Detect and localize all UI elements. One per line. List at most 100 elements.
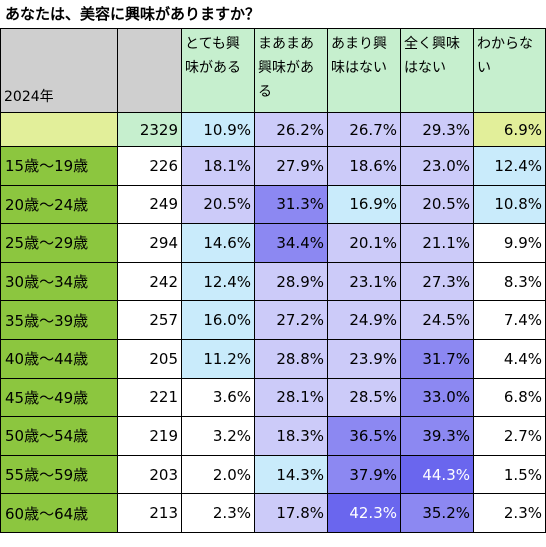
percent-cell: 27.3% <box>400 261 474 302</box>
header-n-cell <box>117 28 182 113</box>
chart-title: あなたは、美容に興味がありますか？ <box>5 5 261 23</box>
column-header-2: まあまあ 興味がある <box>254 28 328 113</box>
percent-cell: 23.1% <box>327 261 401 302</box>
column-header-line: 全く興味 <box>404 36 460 52</box>
percent-cell: 6.8% <box>473 377 546 418</box>
sample-size-cell: 219 <box>117 416 182 456</box>
age-row: 25歳～29歳 294 14.6% 34.4% 20.1% 21.1% 9.9% <box>0 223 546 263</box>
percent-cell: 28.8% <box>254 338 328 379</box>
percent-cell: 2.7% <box>473 416 546 456</box>
total-value-cell: 29.3% <box>400 112 474 147</box>
age-label-cell: 45歳～49歳 <box>0 377 118 418</box>
percent-cell: 33.0% <box>400 377 474 418</box>
percent-cell: 37.9% <box>327 454 401 495</box>
percent-cell: 20.1% <box>327 223 401 263</box>
age-row: 30歳～34歳 242 12.4% 28.9% 23.1% 27.3% 8.3% <box>0 261 546 302</box>
percent-cell: 20.5% <box>400 184 474 225</box>
percent-cell: 23.0% <box>400 146 474 186</box>
percent-cell: 17.8% <box>254 493 328 533</box>
age-label-cell: 30歳～34歳 <box>0 261 118 302</box>
column-header-3: あまり興 味はない <box>327 28 401 113</box>
percent-cell: 27.2% <box>254 300 328 340</box>
percent-cell: 28.5% <box>327 377 401 418</box>
column-header-line: 味はない <box>331 60 387 76</box>
percent-cell: 16.9% <box>327 184 401 225</box>
sample-size-cell: 221 <box>117 377 182 418</box>
sample-size-cell: 203 <box>117 454 182 495</box>
percent-cell: 12.4% <box>473 146 546 186</box>
percent-cell: 35.2% <box>400 493 474 533</box>
age-label-cell: 15歳～19歳 <box>0 146 118 186</box>
total-value-cell: 26.7% <box>327 112 401 147</box>
percent-cell: 18.3% <box>254 416 328 456</box>
age-label-cell: 25歳～29歳 <box>0 223 118 263</box>
age-row: 55歳～59歳 203 2.0% 14.3% 37.9% 44.3% 1.5% <box>0 454 546 495</box>
age-row: 35歳～39歳 257 16.0% 27.2% 24.9% 24.5% 7.4% <box>0 300 546 340</box>
percent-cell: 14.3% <box>254 454 328 495</box>
age-label-cell: 35歳～39歳 <box>0 300 118 340</box>
percent-cell: 4.4% <box>473 338 546 379</box>
percent-cell: 9.9% <box>473 223 546 263</box>
percent-cell: 14.6% <box>181 223 255 263</box>
percent-cell: 20.5% <box>181 184 255 225</box>
percent-cell: 27.9% <box>254 146 328 186</box>
column-header-line: 味がある <box>185 60 241 76</box>
percent-cell: 24.5% <box>400 300 474 340</box>
column-header-5: わからない <box>473 28 546 113</box>
percent-cell: 44.3% <box>400 454 474 495</box>
column-header-line: わからな <box>477 36 533 52</box>
column-header-4: 全く興味 はない <box>400 28 474 113</box>
percent-cell: 10.8% <box>473 184 546 225</box>
percent-cell: 2.3% <box>473 493 546 533</box>
percent-cell: 8.3% <box>473 261 546 302</box>
sample-size-cell: 242 <box>117 261 182 302</box>
age-label-cell: 40歳～44歳 <box>0 338 118 379</box>
percent-cell: 23.9% <box>327 338 401 379</box>
header-row: 2024年 とても興 味がある まあまあ 興味があるあまり興 味はない 全く興味 はない わか… <box>0 28 546 113</box>
percent-cell: 42.3% <box>327 493 401 533</box>
percent-cell: 34.4% <box>254 223 328 263</box>
sample-size-cell: 213 <box>117 493 182 533</box>
column-header-line: はない <box>404 60 446 76</box>
percent-cell: 11.2% <box>181 338 255 379</box>
percent-cell: 3.6% <box>181 377 255 418</box>
sample-size-cell: 249 <box>117 184 182 225</box>
age-row: 50歳～54歳 219 3.2% 18.3% 36.5% 39.3% 2.7% <box>0 416 546 456</box>
percent-cell: 39.3% <box>400 416 474 456</box>
year-label: 2024年 <box>4 89 54 105</box>
percent-cell: 18.1% <box>181 146 255 186</box>
percent-cell: 28.1% <box>254 377 328 418</box>
sample-size-cell: 205 <box>117 338 182 379</box>
age-row: 20歳～24歳 249 20.5% 31.3% 16.9% 20.5% 10.8% <box>0 184 546 225</box>
total-row: 2329 10.9% 26.2% 26.7% 29.3% 6.9% <box>0 112 546 147</box>
age-label-cell: 20歳～24歳 <box>0 184 118 225</box>
percent-cell: 12.4% <box>181 261 255 302</box>
age-label-cell: 50歳～54歳 <box>0 416 118 456</box>
sample-size-cell: 294 <box>117 223 182 263</box>
corner-cell: 2024年 <box>0 28 118 113</box>
column-header-line: まあまあ <box>258 36 314 52</box>
data-table: 2024年 とても興 味がある まあまあ 興味があるあまり興 味はない 全く興味 はない わか… <box>0 28 546 533</box>
total-value-cell: 6.9% <box>473 112 546 147</box>
percent-cell: 2.0% <box>181 454 255 495</box>
total-value-cell: 10.9% <box>181 112 255 147</box>
total-value-cell: 26.2% <box>254 112 328 147</box>
column-header-line: 興味があ <box>258 60 314 76</box>
sample-size-cell: 226 <box>117 146 182 186</box>
age-row: 15歳～19歳 226 18.1% 27.9% 18.6% 23.0% 12.4% <box>0 146 546 186</box>
percent-cell: 2.3% <box>181 493 255 533</box>
percent-cell: 16.0% <box>181 300 255 340</box>
column-header-1: とても興 味がある <box>181 28 255 113</box>
total-label-cell <box>0 112 118 147</box>
column-header-line: あまり興 <box>331 36 387 52</box>
percent-cell: 18.6% <box>327 146 401 186</box>
age-row: 40歳～44歳 205 11.2% 28.8% 23.9% 31.7% 4.4% <box>0 338 546 379</box>
sample-size-cell: 257 <box>117 300 182 340</box>
percent-cell: 7.4% <box>473 300 546 340</box>
percent-cell: 31.3% <box>254 184 328 225</box>
percent-cell: 1.5% <box>473 454 546 495</box>
percent-cell: 36.5% <box>327 416 401 456</box>
percent-cell: 31.7% <box>400 338 474 379</box>
percent-cell: 21.1% <box>400 223 474 263</box>
age-label-cell: 55歳～59歳 <box>0 454 118 495</box>
